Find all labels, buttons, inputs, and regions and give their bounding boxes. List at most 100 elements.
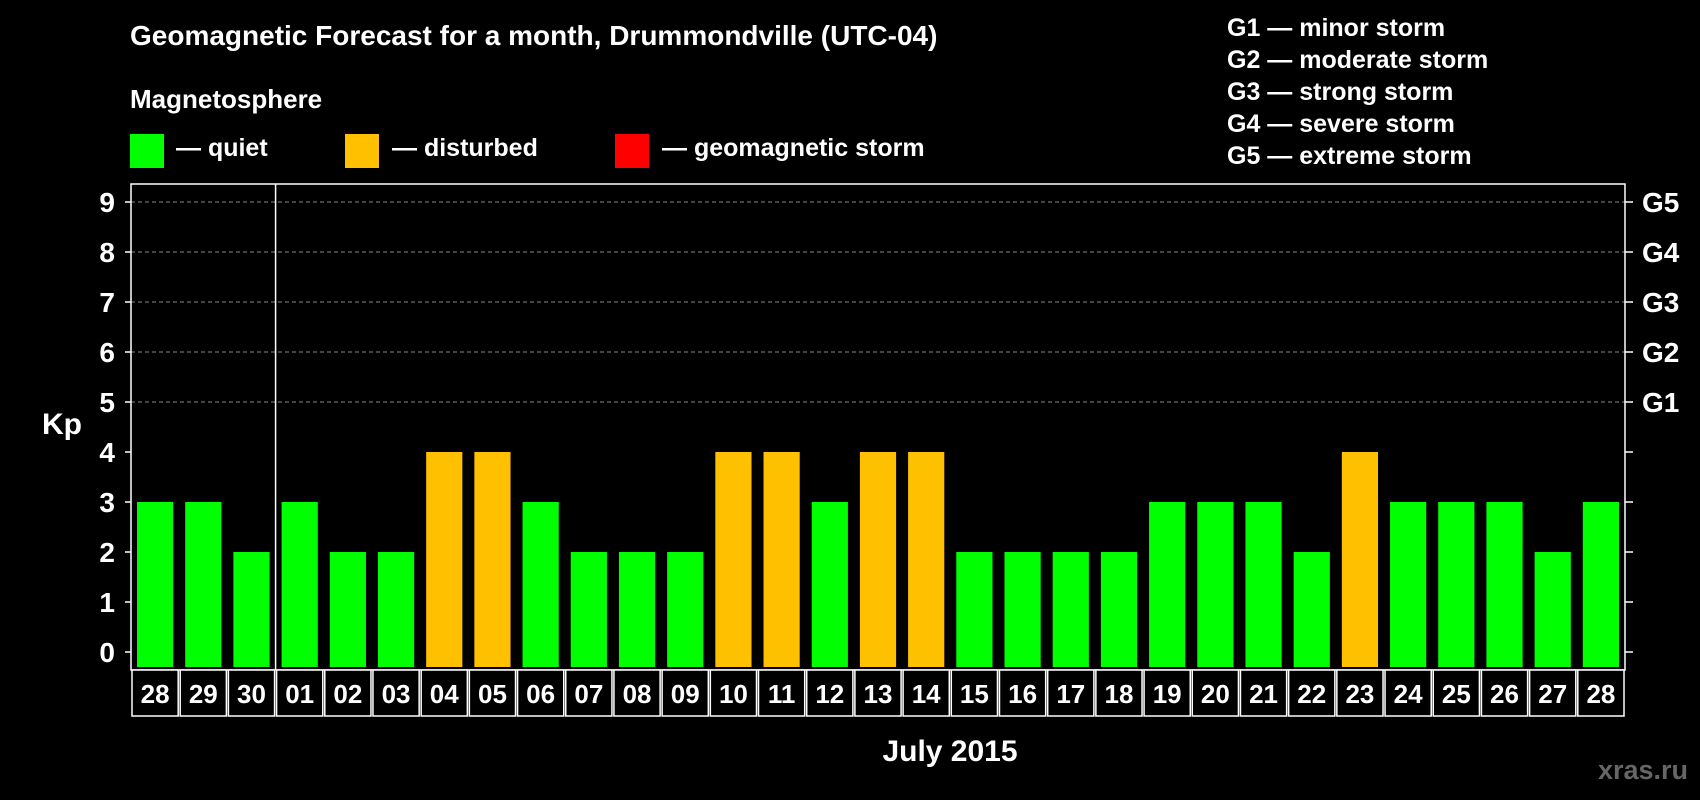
x-tick-cell	[661, 669, 710, 717]
bar-28	[137, 502, 174, 667]
x-tick-cell	[757, 669, 806, 717]
bar-15	[956, 552, 993, 667]
bar-19	[1149, 502, 1186, 667]
y-tick-label: 5	[99, 387, 115, 418]
y-tick-label: 6	[99, 337, 115, 368]
bar-24	[1390, 502, 1427, 667]
bar-08	[618, 552, 656, 667]
x-tick-cell	[516, 669, 565, 717]
x-tick-label: 19	[1153, 679, 1182, 709]
bar-01	[281, 502, 318, 667]
legend-label-disturbed: — disturbed	[392, 134, 538, 162]
x-tick-label: 16	[1008, 679, 1037, 709]
bar-13	[859, 452, 897, 667]
x-tick-cell	[854, 669, 902, 717]
legend-label-quiet: — quiet	[176, 134, 268, 162]
x-tick-cell	[227, 669, 276, 717]
bar-05	[474, 452, 511, 667]
x-tick-label: 25	[1442, 679, 1471, 709]
y-tick-label: 7	[99, 287, 115, 318]
x-tick-cell	[179, 669, 228, 717]
x-tick-label: 02	[333, 679, 362, 709]
x-tick-cell	[1095, 669, 1143, 717]
y-tick-label: 3	[99, 487, 115, 518]
legend-swatch-quiet	[130, 134, 164, 168]
bar-16	[1004, 552, 1041, 667]
x-tick-label: 07	[574, 679, 603, 709]
x-tick-cell	[950, 669, 999, 717]
x-tick-label: 05	[478, 679, 507, 709]
y-tick-label: 4	[99, 437, 115, 468]
legend-heading: Magnetosphere	[130, 84, 323, 114]
bar-03	[377, 552, 415, 667]
bar-07	[570, 552, 607, 667]
bar-10	[715, 452, 752, 667]
right-tick-label-g2: G2	[1642, 337, 1679, 368]
x-tick-label: 27	[1538, 679, 1567, 709]
storm-level-g2: G2 — moderate storm	[1227, 46, 1489, 74]
x-tick-cell	[275, 669, 324, 717]
bar-22	[1293, 552, 1330, 667]
x-tick-label: 21	[1249, 679, 1278, 709]
bar-28	[1582, 502, 1619, 667]
x-tick-cell	[564, 669, 613, 717]
x-tick-cell	[1384, 669, 1432, 717]
bar-12	[811, 502, 848, 667]
y-tick-label: 1	[99, 587, 115, 618]
storm-level-legend: G1 — minor storm G2 — moderate storm G3 …	[1227, 12, 1488, 172]
storm-level-g1: G1 — minor storm	[1227, 14, 1446, 42]
bar-17	[1052, 552, 1089, 667]
x-tick-label: 13	[864, 679, 893, 709]
bar-27	[1534, 552, 1571, 667]
x-tick-label: 01	[285, 679, 314, 709]
bar-04	[426, 452, 463, 667]
legend-swatch-disturbed	[345, 134, 379, 168]
y-tick-label: 2	[99, 537, 115, 568]
x-tick-cell	[613, 669, 661, 717]
x-tick-cell	[1336, 669, 1384, 717]
x-tick-cell	[1480, 669, 1529, 717]
x-tick-cell	[324, 669, 372, 717]
x-tick-label: 15	[960, 679, 989, 709]
bar-26	[1486, 502, 1523, 667]
storm-level-g3: G3 — strong storm	[1227, 78, 1454, 106]
x-tick-label: 14	[912, 679, 941, 709]
bar-21	[1245, 502, 1282, 667]
storm-level-g5: G5 — extreme storm	[1227, 142, 1472, 170]
bar-06	[522, 502, 559, 667]
x-tick-label: 20	[1201, 679, 1230, 709]
x-tick-label: 17	[1056, 679, 1085, 709]
x-tick-label: 12	[815, 679, 844, 709]
bar-23	[1341, 452, 1379, 667]
x-tick-cell	[805, 669, 854, 717]
x-tick-label: 24	[1394, 679, 1423, 709]
x-tick-label: 23	[1345, 679, 1374, 709]
bar-14	[908, 452, 945, 667]
x-tick-label: 11	[768, 679, 796, 709]
x-tick-label: 30	[237, 679, 266, 709]
x-tick-label: 26	[1490, 679, 1519, 709]
legend-swatch-storm	[615, 134, 649, 168]
y-tick-label: 8	[99, 237, 115, 268]
x-tick-cell	[1432, 669, 1481, 717]
x-tick-label: 18	[1105, 679, 1134, 709]
x-tick-label: 06	[526, 679, 555, 709]
x-tick-cell	[902, 669, 951, 717]
right-tick-label-g4: G4	[1642, 237, 1680, 268]
x-tick-label: 09	[671, 679, 700, 709]
x-tick-cell	[1191, 669, 1240, 717]
x-tick-label: 28	[141, 679, 170, 709]
x-tick-cell	[1046, 669, 1095, 717]
right-tick-label-g3: G3	[1642, 287, 1679, 318]
x-tick-cell	[1287, 669, 1336, 717]
right-tick-label-g5: G5	[1642, 187, 1679, 218]
bar-18	[1100, 552, 1138, 667]
x-tick-label: 04	[430, 679, 459, 709]
bar-25	[1438, 502, 1475, 667]
chart-title: Geomagnetic Forecast for a month, Drummo…	[130, 20, 938, 51]
x-tick-cell	[372, 669, 420, 717]
x-tick-cell	[709, 669, 758, 717]
bar-30	[233, 552, 270, 667]
x-tick-label: 28	[1586, 679, 1615, 709]
right-tick-label-g1: G1	[1642, 387, 1679, 418]
